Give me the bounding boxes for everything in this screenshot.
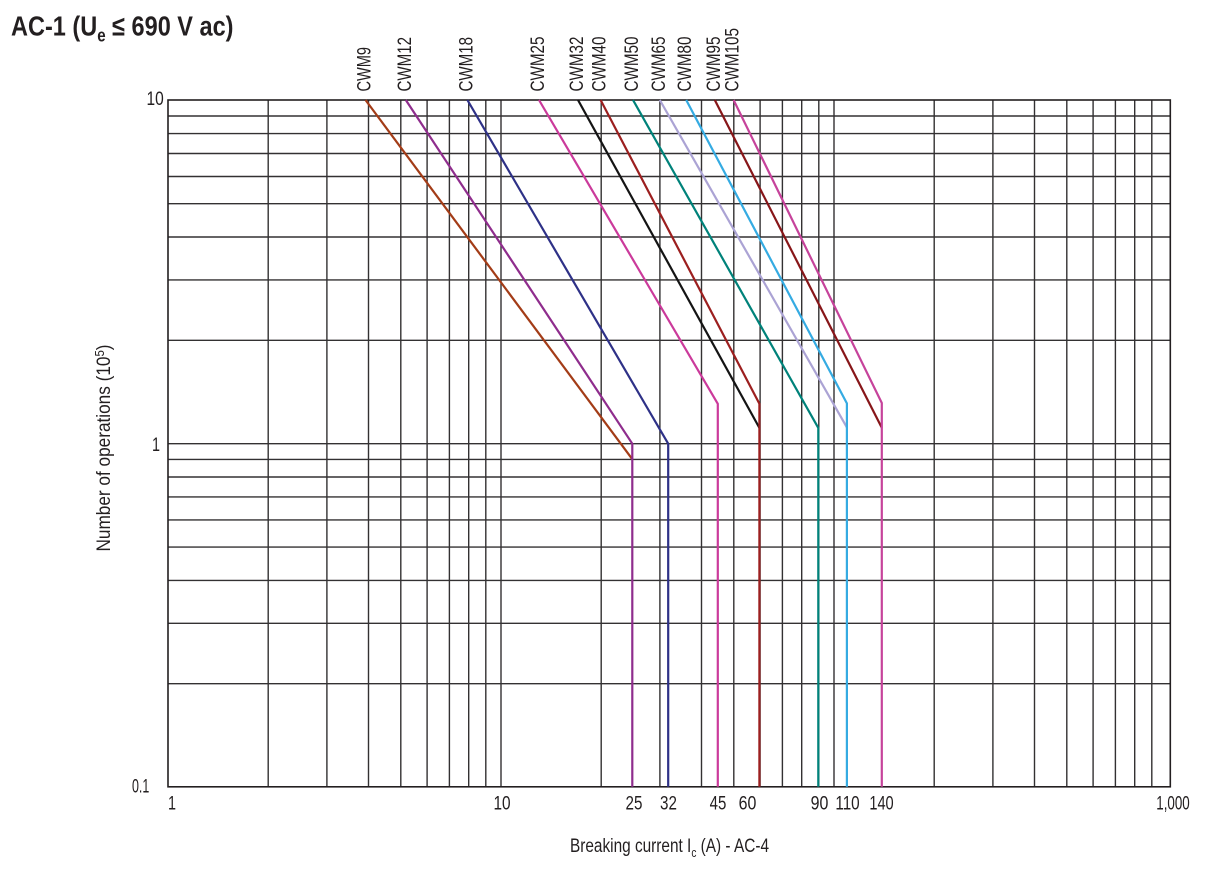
svg-text:CWM12: CWM12: [394, 37, 416, 92]
svg-text:CWM32: CWM32: [566, 37, 588, 92]
svg-text:CWM65: CWM65: [648, 36, 670, 91]
svg-text:60: 60: [739, 793, 757, 815]
svg-text:1: 1: [152, 434, 160, 456]
svg-text:1,000: 1,000: [1156, 793, 1189, 815]
svg-text:CWM80: CWM80: [674, 36, 696, 91]
svg-text:45: 45: [710, 793, 727, 815]
svg-text:25: 25: [626, 793, 643, 815]
svg-text:CWM105: CWM105: [722, 28, 744, 92]
svg-text:32: 32: [660, 793, 677, 815]
svg-text:110: 110: [835, 793, 859, 815]
svg-text:90: 90: [811, 793, 829, 815]
svg-text:10: 10: [147, 88, 164, 110]
svg-text:CWM18: CWM18: [455, 37, 477, 92]
svg-text:10: 10: [493, 793, 510, 815]
svg-text:Number of operations (105): Number of operations (105): [92, 345, 115, 552]
svg-text:0.1: 0.1: [132, 776, 149, 798]
svg-text:1: 1: [168, 793, 176, 815]
svg-text:AC-1 (Ue ≤ 690 V ac): AC-1 (Ue ≤ 690 V ac): [11, 11, 234, 46]
svg-text:CWM50: CWM50: [621, 36, 643, 91]
svg-text:CWM40: CWM40: [589, 36, 611, 91]
svg-text:140: 140: [869, 793, 893, 815]
svg-text:CWM25: CWM25: [527, 36, 549, 91]
svg-text:CWM95: CWM95: [703, 36, 725, 91]
svg-text:Breaking current Ic (A) - AC-4: Breaking current Ic (A) - AC-4: [570, 835, 769, 860]
svg-text:CWM9: CWM9: [354, 47, 376, 92]
